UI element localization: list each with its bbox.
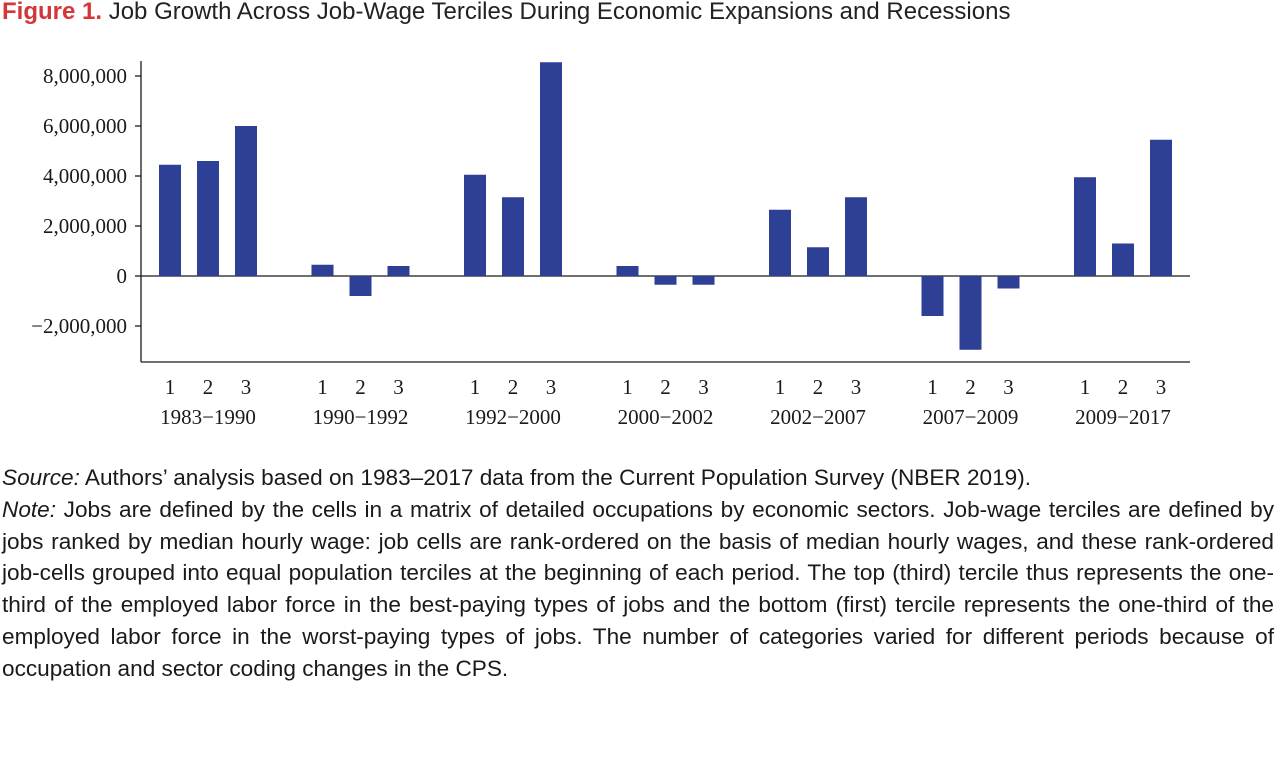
x-tick-label: 1	[775, 375, 786, 399]
bar	[464, 174, 486, 276]
figure-label: Figure 1.	[2, 0, 103, 25]
x-tick-label: 1	[470, 375, 481, 399]
x-tick-label: 2	[355, 375, 366, 399]
x-tick-label: 1	[165, 375, 176, 399]
bar	[197, 161, 219, 276]
y-tick-label: 8,000,000	[43, 64, 127, 88]
bar	[1112, 243, 1134, 276]
bar	[997, 276, 1020, 289]
bar	[692, 276, 715, 285]
x-tick-label: 2	[508, 375, 519, 399]
period-label: 2000−2002	[618, 405, 714, 429]
x-tick-label: 1	[1080, 375, 1091, 399]
bar	[159, 164, 181, 276]
period-label: 2009−2017	[1075, 405, 1171, 429]
x-tick-label: 3	[698, 375, 709, 399]
period-label: 2002−2007	[770, 405, 866, 429]
x-tick-label: 2	[965, 375, 976, 399]
note-text: Jobs are defined by the cells in a matri…	[2, 496, 1274, 681]
y-tick-label: −2,000,000	[31, 314, 127, 338]
bar	[769, 209, 791, 276]
source-label: Source:	[2, 465, 80, 490]
bar	[235, 126, 257, 276]
bar-chart: 8,000,000 6,000,000 4,000,000 2,000,000 0 −2,…	[31, 61, 1190, 429]
bar	[387, 266, 410, 276]
source-note: Source: Authors’ analysis based on 1983–…	[2, 462, 1274, 494]
source-text: Authors’ analysis based on 1983–2017 dat…	[79, 465, 1032, 490]
period-label: 1992−2000	[465, 405, 561, 429]
bar	[502, 197, 524, 276]
x-tick-label: 2	[813, 375, 824, 399]
note-label: Note:	[2, 496, 57, 522]
bar	[1150, 139, 1172, 276]
x-tick-label: 3	[1156, 375, 1167, 399]
bar	[845, 197, 867, 276]
x-tick-label: 2	[660, 375, 671, 399]
bar	[616, 266, 639, 276]
period-label: 1990−1992	[313, 405, 409, 429]
note-paragraph: Note: Jobs are defined by the cells in a…	[2, 494, 1274, 685]
x-tick-label: 3	[1003, 375, 1014, 399]
bar	[349, 276, 372, 296]
bar	[1074, 177, 1096, 276]
period-label: 2007−2009	[923, 405, 1019, 429]
y-tick-label: 6,000,000	[43, 114, 127, 138]
y-tick-label: 2,000,000	[43, 214, 127, 238]
bar	[540, 62, 562, 276]
x-tick-label: 1	[317, 375, 328, 399]
x-tick-label: 1	[927, 375, 938, 399]
x-tick-label: 2	[1118, 375, 1129, 399]
bar	[807, 247, 829, 276]
bar	[921, 276, 944, 316]
x-tick-label: 3	[546, 375, 557, 399]
bar	[654, 276, 677, 285]
y-tick-label: 0	[117, 264, 128, 288]
figure-title-text: Job Growth Across Job-Wage Terciles Duri…	[108, 0, 1011, 25]
x-tick-label: 2	[203, 375, 214, 399]
bar	[311, 264, 334, 276]
x-tick-label: 1	[622, 375, 633, 399]
figure-title: Figure 1. Job Growth Across Job-Wage Ter…	[2, 0, 1010, 26]
period-label: 1983−1990	[160, 405, 256, 429]
x-tick-label: 3	[851, 375, 862, 399]
x-tick-label: 3	[393, 375, 404, 399]
figure-caption: Source: Authors’ analysis based on 1983–…	[2, 462, 1274, 685]
x-tick-label: 3	[241, 375, 252, 399]
y-tick-label: 4,000,000	[43, 164, 127, 188]
bar	[959, 276, 982, 350]
